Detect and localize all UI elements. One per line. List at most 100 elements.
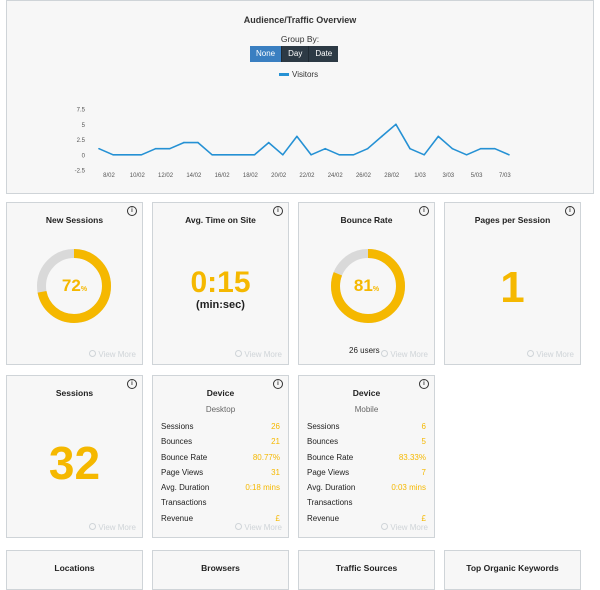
- data-point[interactable]: [225, 153, 228, 156]
- metric-label: Bounces: [307, 437, 339, 447]
- info-icon[interactable]: i: [127, 379, 137, 389]
- view-more-link[interactable]: View More: [381, 350, 428, 359]
- data-point[interactable]: [112, 153, 114, 156]
- metric-label: Page Views: [161, 467, 204, 477]
- card-title: Browsers: [201, 563, 240, 573]
- card-title: Bounce Rate: [340, 215, 393, 225]
- avg-time-value: 0:15: [190, 266, 251, 299]
- pages-per-session-value: 1: [500, 263, 525, 312]
- view-more-link[interactable]: View More: [527, 350, 574, 359]
- view-more-link[interactable]: View More: [235, 523, 282, 532]
- data-point[interactable]: [395, 123, 397, 126]
- info-icon[interactable]: i: [273, 379, 283, 389]
- metric-label: Sessions: [307, 422, 340, 431]
- data-point[interactable]: [423, 153, 425, 156]
- x-tick-label: 24/02: [328, 173, 344, 179]
- group-by-label: Group By:: [280, 34, 320, 44]
- view-more-label: View More: [390, 523, 428, 532]
- device-table-row: Bounces 21: [161, 434, 280, 449]
- data-point[interactable]: [366, 147, 369, 150]
- data-point[interactable]: [126, 153, 129, 156]
- avg-time-card: i Avg. Time on Site 0:15 (min:sec) View …: [152, 202, 289, 365]
- x-tick-label: 10/02: [130, 173, 146, 179]
- bounce-users-count: 26 users: [349, 346, 380, 355]
- info-icon[interactable]: i: [273, 206, 283, 216]
- data-point[interactable]: [211, 153, 213, 156]
- legend-label-visitors: Visitors: [292, 70, 319, 79]
- view-more-link[interactable]: View More: [235, 350, 282, 359]
- magnifier-icon: [235, 523, 243, 530]
- data-point[interactable]: [465, 153, 468, 156]
- new-sessions-card: i New Sessions 72% View More: [6, 202, 143, 365]
- x-tick-label: 14/02: [186, 173, 202, 179]
- metric-value: 83.33%: [398, 452, 426, 462]
- info-icon[interactable]: i: [127, 206, 137, 216]
- data-point[interactable]: [197, 141, 199, 144]
- card-title: Top Organic Keywords: [466, 563, 559, 573]
- metric-label: Transactions: [307, 498, 353, 508]
- device-table-row: Transactions: [307, 495, 426, 510]
- data-point[interactable]: [98, 147, 100, 150]
- group-day-button[interactable]: Day: [281, 46, 309, 62]
- y-tick-label: -2.5: [75, 169, 86, 175]
- magnifier-icon: [527, 350, 535, 357]
- y-tick-label: 5: [82, 123, 86, 129]
- metric-label: Revenue: [161, 513, 194, 523]
- sessions-value: 32: [48, 437, 101, 489]
- new-sessions-donut: [37, 249, 111, 323]
- view-more-link[interactable]: View More: [89, 350, 136, 359]
- magnifier-icon: [381, 350, 389, 357]
- data-point[interactable]: [168, 147, 171, 150]
- data-point[interactable]: [338, 153, 341, 156]
- x-tick-label: 8/02: [103, 173, 115, 179]
- view-more-label: View More: [536, 350, 574, 359]
- data-point[interactable]: [281, 153, 284, 156]
- data-point[interactable]: [267, 141, 270, 144]
- metric-label: Revenue: [307, 513, 340, 523]
- sessions-card: i Sessions 32 View More: [6, 375, 143, 538]
- new-sessions-number: 72: [61, 276, 81, 295]
- data-point[interactable]: [380, 135, 383, 138]
- magnifier-icon: [235, 350, 243, 357]
- data-point[interactable]: [508, 153, 510, 156]
- percent-sign: %: [372, 286, 380, 293]
- metric-value: £: [421, 513, 426, 523]
- group-date-button[interactable]: Date: [308, 46, 339, 62]
- device-desktop-table: Sessions 26 Bounces 21 Bounce Rate 80.77% Page…: [161, 419, 280, 526]
- data-point[interactable]: [437, 135, 440, 138]
- chart-legend[interactable]: Visitors: [279, 70, 318, 79]
- device-table-row: Page Views 31: [161, 465, 280, 480]
- data-point[interactable]: [239, 153, 242, 156]
- x-tick-label: 22/02: [299, 173, 315, 179]
- info-icon[interactable]: i: [565, 206, 575, 216]
- metric-value: £: [275, 513, 280, 523]
- view-more-link[interactable]: View More: [89, 523, 136, 532]
- info-icon[interactable]: i: [419, 379, 429, 389]
- data-point[interactable]: [183, 141, 185, 144]
- overview-title: Audience/Traffic Overview: [243, 15, 357, 25]
- data-point[interactable]: [140, 153, 143, 156]
- device-mobile-card: i Device Mobile Sessions 6 Bounces 5 Bounce …: [298, 375, 435, 538]
- data-point[interactable]: [154, 147, 157, 150]
- data-point[interactable]: [352, 153, 355, 156]
- data-point[interactable]: [409, 147, 411, 150]
- x-tick-label: 20/02: [271, 173, 287, 179]
- magnifier-icon: [381, 523, 389, 530]
- data-point[interactable]: [253, 153, 256, 156]
- top-organic-keywords-card: Top Organic Keywords: [444, 550, 581, 590]
- metric-label: Sessions: [161, 422, 194, 431]
- data-point[interactable]: [310, 153, 312, 156]
- data-point[interactable]: [296, 135, 298, 138]
- device-subtitle: Mobile: [354, 405, 379, 414]
- view-more-link[interactable]: View More: [381, 523, 428, 532]
- data-point[interactable]: [324, 147, 327, 150]
- data-point[interactable]: [479, 147, 482, 150]
- data-point[interactable]: [451, 147, 454, 150]
- data-point[interactable]: [494, 147, 496, 150]
- metric-value: 26: [271, 422, 280, 431]
- device-table-row: Transactions: [161, 495, 280, 510]
- group-none-button[interactable]: None: [250, 46, 282, 62]
- info-icon[interactable]: i: [419, 206, 429, 216]
- device-subtitle: Desktop: [205, 405, 236, 414]
- bounce-rate-number: 81: [353, 276, 373, 295]
